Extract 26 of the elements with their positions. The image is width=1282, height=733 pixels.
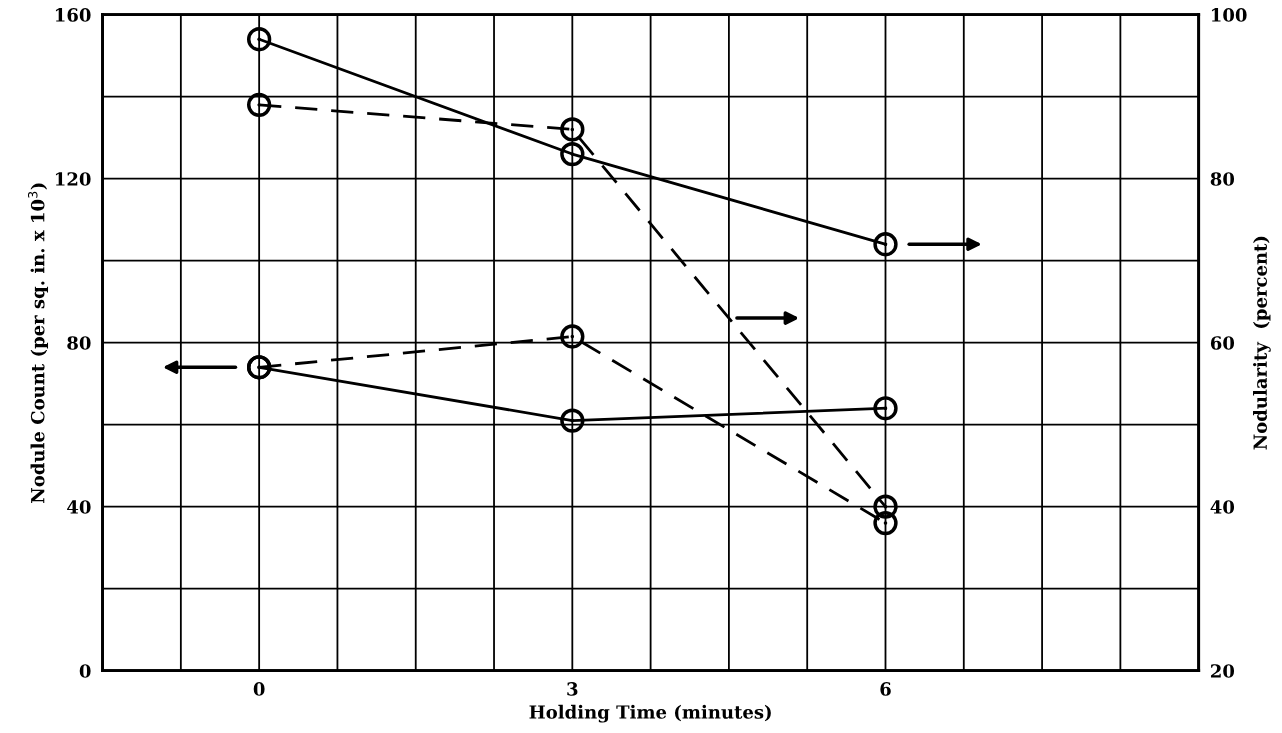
y2-tick-label: 80	[1210, 172, 1235, 186]
point	[246, 92, 272, 118]
y-tick-label: 120	[55, 172, 91, 186]
x-axis-title: Holding Time (minutes)	[529, 704, 771, 723]
y2-tick-label: 20	[1210, 664, 1235, 678]
point	[560, 324, 585, 349]
y-tick-label: 40	[67, 500, 91, 514]
point	[560, 117, 585, 142]
point	[246, 27, 272, 52]
x-tick-label: 3	[567, 682, 578, 696]
y2-tick-label: 100	[1211, 8, 1247, 22]
y-axis-title: Nodule Count (per sq. in. x 10$^{3}$)	[27, 183, 49, 503]
point	[873, 510, 898, 536]
x-tick-label: 0	[253, 682, 265, 696]
y2-axis-title: Nodularity (percent)	[1253, 236, 1271, 450]
point	[873, 494, 898, 519]
y2-tick-label: 40	[1210, 500, 1235, 514]
y-tick-label: 0	[79, 664, 91, 678]
x-tick-label: 6	[880, 682, 891, 696]
point	[873, 396, 898, 421]
y2-tick-label: 60	[1210, 336, 1235, 350]
y-tick-label: 80	[67, 336, 91, 350]
point	[873, 232, 898, 257]
point	[560, 408, 585, 433]
point	[560, 141, 585, 167]
y-tick-label: 160	[55, 8, 91, 22]
